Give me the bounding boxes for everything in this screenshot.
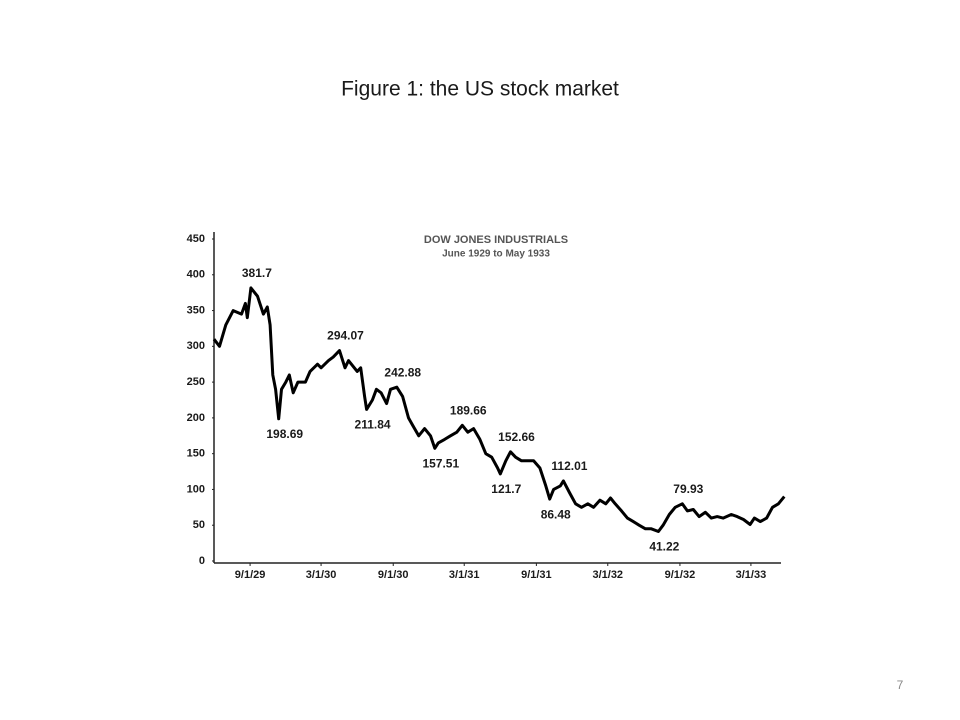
x-tick-label: 3/1/31 — [449, 569, 480, 581]
annotation: 112.01 — [551, 459, 587, 473]
chart-subtitle: June 1929 to May 1933 — [442, 249, 550, 260]
annotation: 381.7 — [242, 266, 272, 280]
y-tick-label: 150 — [187, 448, 205, 460]
y-tick-label: 100 — [187, 483, 205, 495]
y-tick-label: 450 — [187, 233, 205, 245]
y-tick-label: 400 — [187, 269, 205, 281]
x-tick-label: 9/1/31 — [521, 569, 552, 581]
annotation: 157.51 — [422, 456, 459, 470]
slide-title: Figure 1: the US stock market — [341, 78, 619, 101]
annotation: 242.88 — [384, 365, 421, 379]
y-tick-label: 250 — [187, 376, 205, 388]
x-tick-label: 9/1/32 — [665, 569, 696, 581]
x-tick-label: 3/1/30 — [306, 569, 337, 581]
annotation: 41.22 — [649, 540, 679, 554]
annotation: 121.7 — [491, 482, 521, 496]
annotation: 198.69 — [266, 427, 303, 441]
y-tick-label: 300 — [187, 340, 205, 352]
x-tick-label: 9/1/30 — [378, 569, 409, 581]
price-line — [212, 286, 786, 533]
y-tick-label: 50 — [193, 519, 205, 531]
y-tick-label: 200 — [187, 412, 205, 424]
annotation: 189.66 — [450, 403, 487, 417]
x-tick-label: 3/1/33 — [736, 569, 767, 581]
chart-title: DOW JONES INDUSTRIALS — [424, 234, 568, 246]
annotation: 86.48 — [541, 507, 571, 521]
annotation: 294.07 — [327, 329, 364, 343]
annotation: 211.84 — [355, 418, 391, 432]
x-tick-label: 9/1/29 — [235, 569, 266, 581]
page-number: 7 — [897, 678, 904, 692]
annotation: 79.93 — [673, 482, 703, 496]
x-tick-label: 3/1/32 — [592, 569, 623, 581]
y-tick-label: 350 — [187, 304, 205, 316]
annotation: 152.66 — [498, 430, 535, 444]
y-tick-label: 0 — [199, 555, 205, 567]
